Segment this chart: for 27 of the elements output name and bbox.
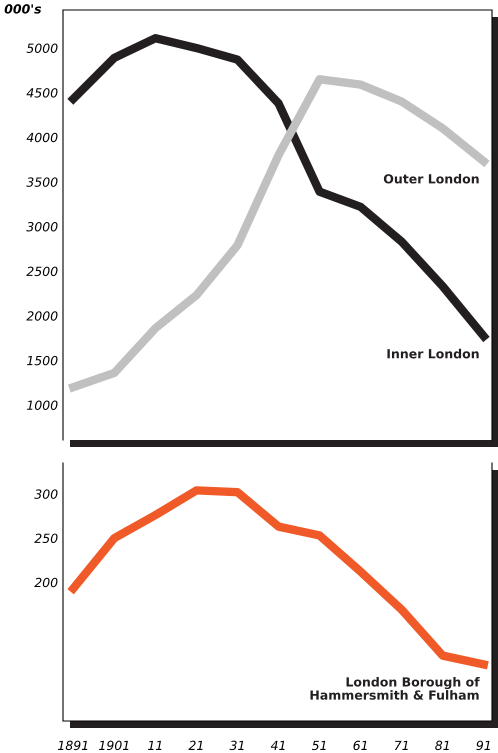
y-tick-label: 5000 [26,43,58,53]
x-tick-label: 41 [270,740,285,750]
x-tick-label: 71 [394,740,408,750]
x-tick-label: 91 [476,740,490,750]
x-tick-label: 51 [312,740,326,750]
x-tick-label: 31 [230,740,244,750]
y-tick-label: 3000 [26,222,58,232]
y-tick-label: 3500 [26,177,58,187]
x-tick-label: 21 [188,740,202,750]
y-tick-label: 300 [34,489,58,499]
x-tick-label: 1891 [58,740,88,750]
y-tick-label: 4500 [26,88,58,98]
series-label: London Borough of Hammersmith & Fulham [310,676,480,700]
y-tick-label: 2500 [26,266,58,276]
y-tick-label: 2000 [26,311,58,321]
y-tick-label: 4000 [26,132,58,142]
y-tick-label: 1500 [26,356,58,366]
series-label: Outer London [384,174,479,184]
series-label: Inner London [387,348,479,358]
x-tick-label: 11 [148,740,162,750]
y-tick-label: 1000 [26,400,58,410]
y-tick-label: 200 [34,578,58,588]
x-tick-label: 61 [353,740,367,750]
y-axis-title: 000's [4,4,42,14]
y-tick-label: 250 [34,534,58,544]
x-tick-label: 1901 [99,740,128,750]
x-tick-label: 81 [435,740,449,750]
